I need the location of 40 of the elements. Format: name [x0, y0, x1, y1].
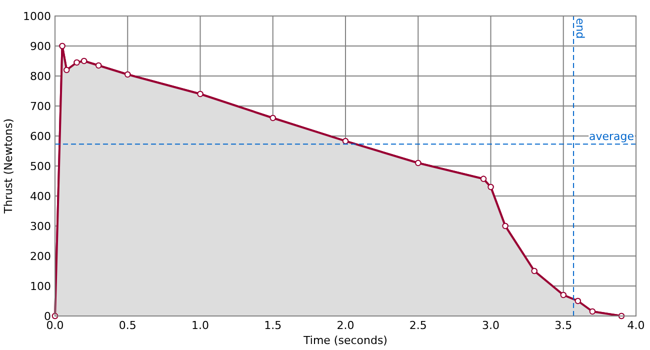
point — [124, 71, 131, 78]
y-tick-label: 800 — [30, 70, 51, 83]
ref-line-label: average — [588, 130, 634, 144]
point — [560, 292, 566, 298]
y-tick-label: 1000 — [23, 10, 51, 23]
y-tick-label: 200 — [30, 250, 51, 263]
point — [80, 58, 88, 64]
x-tick-label: 2.0 — [336, 319, 354, 332]
point — [270, 114, 276, 122]
x-tick-label: 3.5 — [554, 319, 572, 332]
x-tick-label: 3.0 — [482, 319, 500, 332]
y-tick-label: 100 — [30, 280, 51, 293]
y-tick-label: 700 — [30, 100, 51, 113]
x-tick-label: 4.0 — [627, 319, 645, 332]
y-tick-label: 900 — [30, 40, 51, 53]
x-tick-label: 0.5 — [118, 319, 136, 332]
y-tick-label: 300 — [30, 220, 51, 233]
y-tick-label: 600 — [30, 130, 51, 143]
y-tick-label: 500 — [30, 160, 51, 173]
point — [574, 298, 581, 304]
x-tick-label: 2.5 — [409, 319, 427, 332]
x-tick-label: 1.5 — [264, 319, 282, 332]
point — [74, 59, 80, 66]
x-axis-title: Time (seconds) — [302, 334, 388, 347]
point — [342, 138, 349, 144]
point — [589, 308, 596, 315]
point — [64, 66, 70, 74]
point — [480, 176, 487, 182]
point — [502, 222, 508, 230]
y-tick-label: 400 — [30, 190, 51, 203]
x-tick-label: 1.0 — [192, 319, 209, 332]
ref-line-label: end — [574, 18, 587, 39]
point — [488, 184, 494, 190]
point — [59, 42, 66, 50]
x-tick-label: 0.0 — [46, 319, 64, 332]
point — [415, 160, 422, 166]
point — [197, 90, 204, 98]
y-axis-title: Thrust (Newtons) — [2, 118, 15, 215]
point — [95, 62, 102, 69]
point — [531, 268, 538, 274]
